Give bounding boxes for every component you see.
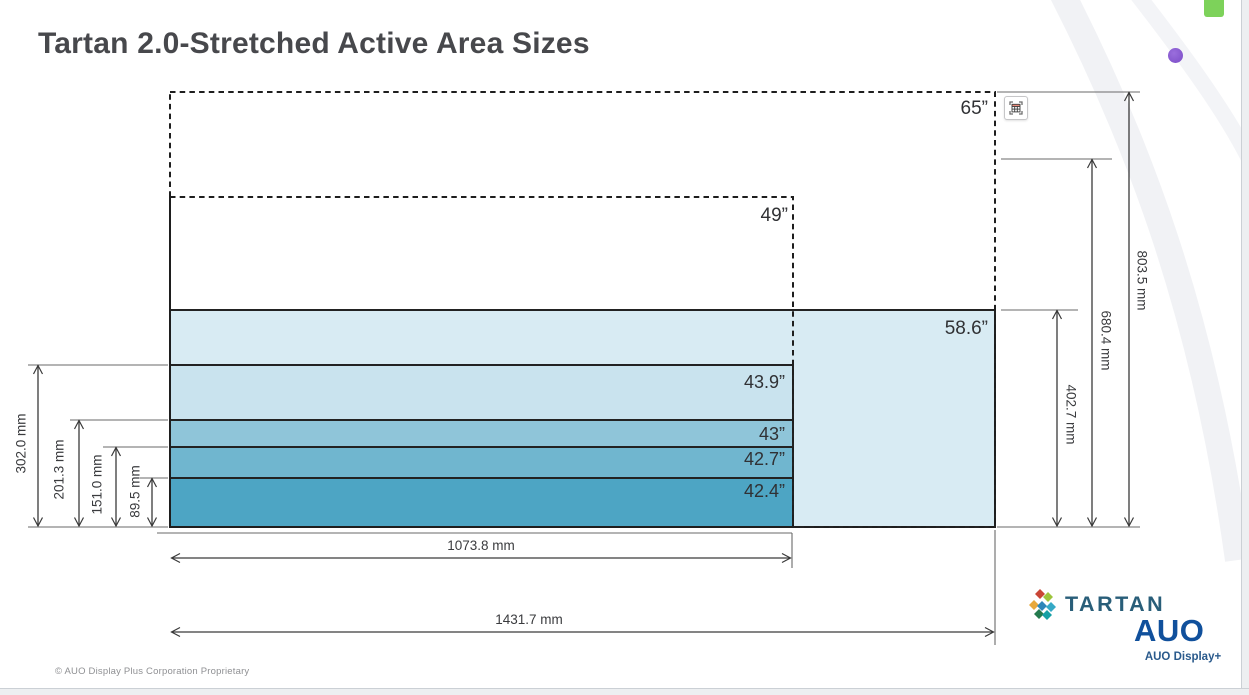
tartan-wordmark: TARTAN — [1065, 591, 1166, 616]
table-selection-icon — [1009, 101, 1023, 115]
table-selection-button[interactable] — [1004, 96, 1028, 120]
size-label-49: 49” — [760, 205, 788, 226]
dim-label-803.5mm: 803.5 mm — [1134, 250, 1150, 311]
extension-lines — [28, 91, 1140, 645]
size-label-58.6: 58.6” — [944, 318, 988, 339]
display-rect-49 — [169, 196, 794, 528]
display-rects — [169, 309, 996, 528]
display-outlines — [169, 91, 996, 528]
auo-tagline: AUO Display+ — [1144, 651, 1222, 663]
tartan-logo: TARTAN — [1028, 588, 1165, 620]
size-label-43: 43” — [758, 424, 785, 444]
page-title: Tartan 2.0-Stretched Active Area Sizes — [38, 27, 590, 60]
tartan-pinwheel-icon — [1029, 589, 1056, 620]
dimension-lines — [32, 91, 1135, 638]
display-rect-42.4 — [169, 477, 794, 528]
dim-label-1431.7mm: 1431.7 mm — [495, 612, 563, 627]
dim-label-402.7mm: 402.7 mm — [1063, 384, 1079, 445]
size-label-42.4: 42.4” — [743, 481, 785, 501]
canvas-edge-right — [1241, 0, 1249, 695]
dim-label-1073.8mm: 1073.8 mm — [447, 538, 515, 553]
footer-copyright: © AUO Display Plus Corporation Proprieta… — [55, 666, 250, 677]
auo-wordmark: AUO — [1134, 613, 1205, 648]
dim-label-89.5mm: 89.5 mm — [127, 465, 143, 518]
green-square-decoration — [1204, 0, 1224, 17]
dim-label-201.3mm: 201.3 mm — [51, 439, 67, 500]
canvas-edge-bottom — [0, 688, 1249, 695]
dim-label-680.4mm: 680.4 mm — [1098, 310, 1114, 371]
dim-label-151.0mm: 151.0 mm — [89, 454, 105, 515]
size-label-43.9: 43.9” — [743, 372, 785, 392]
dim-label-302.0mm: 302.0 mm — [13, 413, 29, 474]
purple-dot-decoration — [1168, 48, 1183, 63]
size-label-65: 65” — [960, 98, 988, 119]
display-rect-65 — [169, 91, 996, 528]
size-label-42.7: 42.7” — [743, 449, 785, 469]
